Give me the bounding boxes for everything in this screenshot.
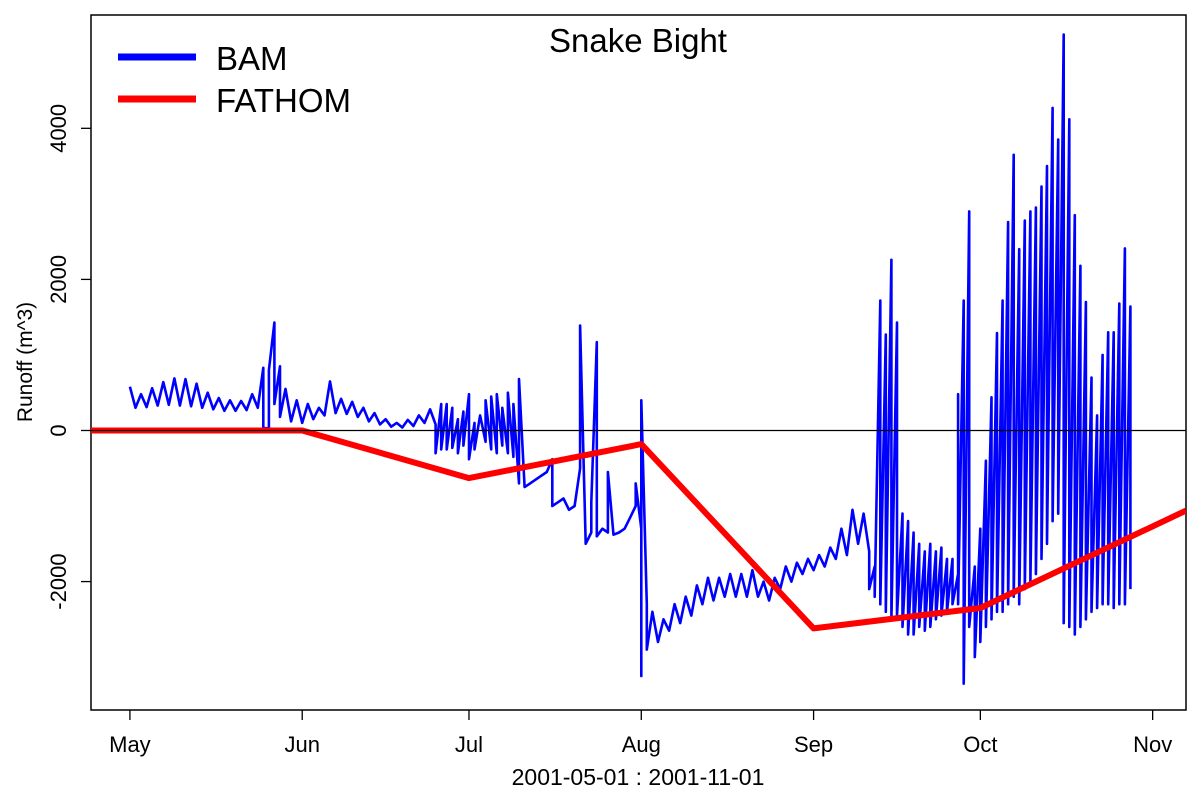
x-tick-label: Oct <box>963 732 997 757</box>
x-tick-label: Aug <box>622 732 661 757</box>
series-line-fathom <box>91 427 1186 632</box>
x-axis-label: 2001-05-01 : 2001-11-01 <box>512 764 765 790</box>
y-tick-label: -2000 <box>46 553 71 609</box>
x-tick-label: Sep <box>794 732 833 757</box>
y-tick-label: 2000 <box>46 255 71 304</box>
series-layer <box>91 33 1186 685</box>
axis-layer: May Jun Jul Aug Sep Oct Nov -2000 0 2000 4000 <box>46 104 1186 757</box>
x-tick-label: Jul <box>455 732 483 757</box>
x-tick-label: Nov <box>1133 732 1172 757</box>
y-axis-label: Runoff (m^3) <box>14 302 37 422</box>
y-tick-label: 4000 <box>46 104 71 153</box>
y-tick-label: 0 <box>46 424 71 436</box>
x-tick-label: Jun <box>284 732 319 757</box>
series-line-bam <box>128 33 1132 685</box>
chart-title: Snake Bight <box>549 22 727 59</box>
legend-label-bam: BAM <box>216 40 288 77</box>
legend: BAM FATHOM <box>118 40 351 119</box>
legend-label-fathom: FATHOM <box>216 82 351 119</box>
x-tick-label: May <box>109 732 151 757</box>
